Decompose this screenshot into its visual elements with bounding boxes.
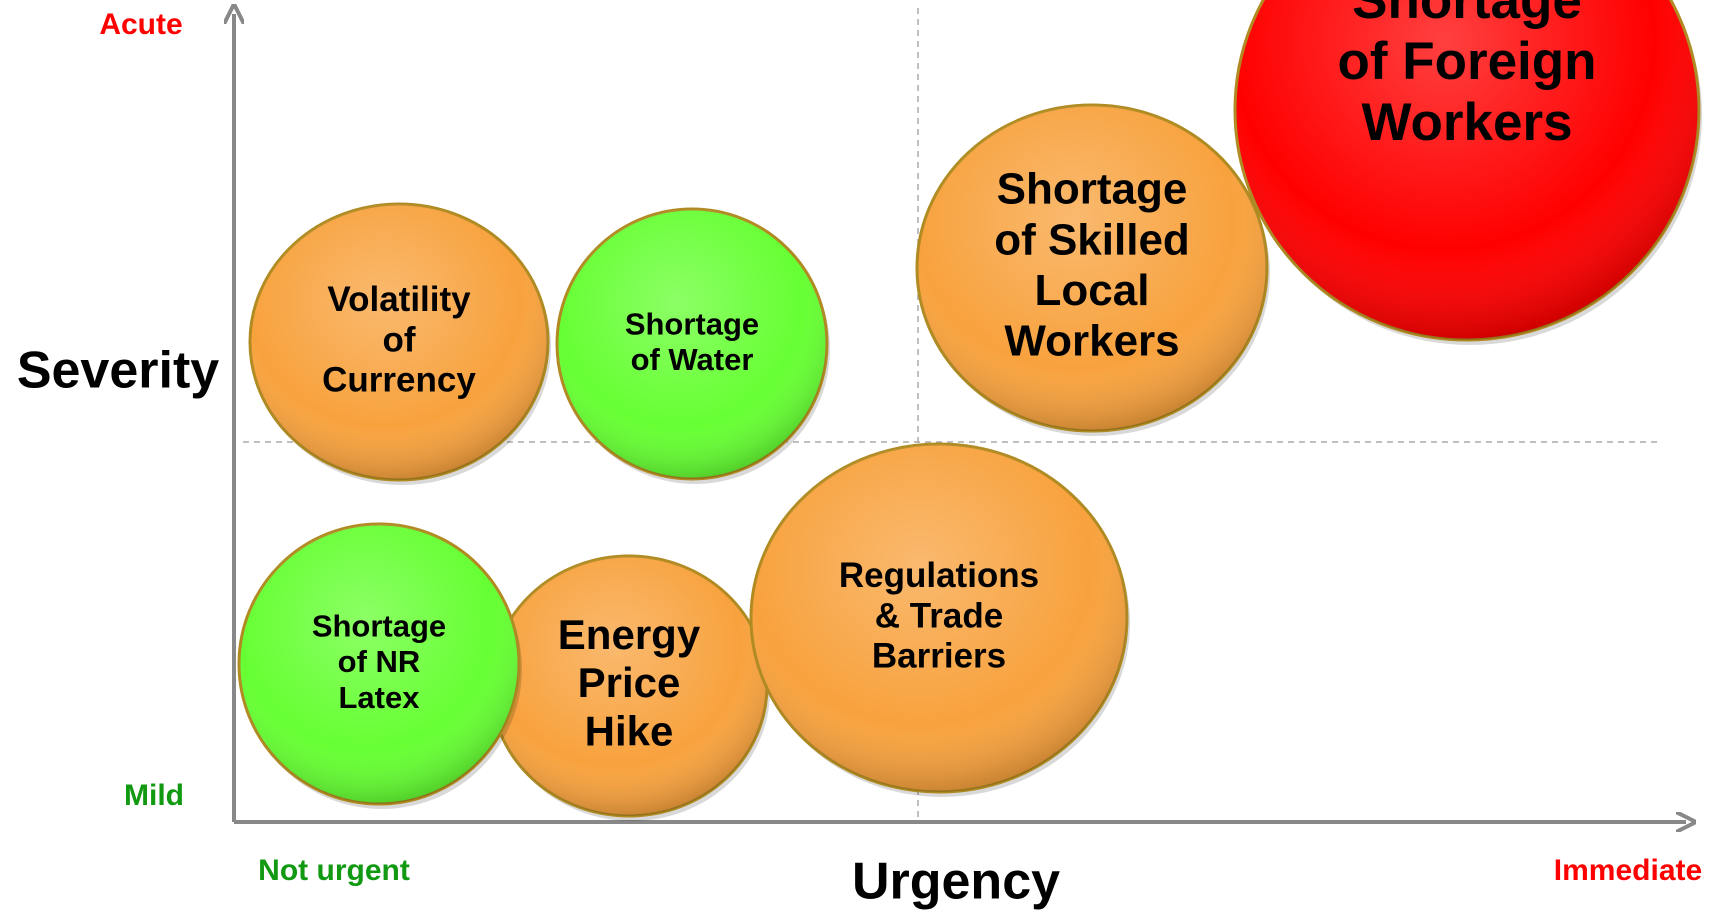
bubble-label: of Skilled xyxy=(994,215,1190,264)
axis-end-label: Not urgent xyxy=(258,854,410,887)
axis-end-label: Acute xyxy=(99,8,182,41)
bubble-shine xyxy=(239,524,519,804)
bubble-label: Volatility xyxy=(327,280,471,319)
bubble-label: of NR xyxy=(338,644,421,679)
bubble-shine xyxy=(1235,0,1699,340)
bubble-shine xyxy=(751,444,1127,792)
bubble-label: & Trade xyxy=(875,596,1003,635)
bubble-label: Price xyxy=(578,659,681,706)
bubble-label: of Water xyxy=(631,342,754,377)
bubble-label: Local xyxy=(1035,266,1150,315)
axis-title: Severity xyxy=(17,342,219,400)
bubble-shine xyxy=(557,209,827,479)
bubble-label: of Foreign xyxy=(1337,32,1596,91)
bubble-label: of xyxy=(382,320,415,359)
bubble-shine xyxy=(250,204,548,480)
bubble-shine xyxy=(917,105,1267,431)
bubble-label: Energy xyxy=(558,611,701,658)
bubble-label: Hike xyxy=(585,707,674,754)
bubble-shine xyxy=(491,556,767,816)
bubble-label: Currency xyxy=(322,361,476,400)
axis-end-label: Mild xyxy=(124,779,184,812)
bubble-label: Shortage xyxy=(997,165,1188,214)
bubble-label: Shortage xyxy=(312,609,446,644)
bubble-label: Shortage xyxy=(1352,0,1582,30)
bubble-label: Latex xyxy=(339,680,421,715)
bubble-label: Workers xyxy=(1004,317,1179,366)
axis-title: Urgency xyxy=(852,853,1060,911)
bubble-label: Regulations xyxy=(839,556,1039,595)
bubble-label: Barriers xyxy=(872,637,1006,676)
bubble-label: Workers xyxy=(1361,93,1572,152)
axis-end-label: Immediate xyxy=(1554,854,1702,887)
bubble-label: Shortage xyxy=(625,306,759,341)
